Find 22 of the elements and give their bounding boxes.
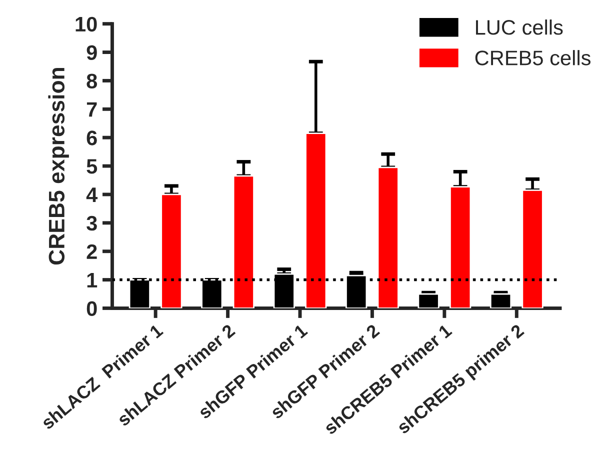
y-tick-label: 0: [86, 301, 97, 316]
y-tick-label: 2: [86, 244, 97, 259]
y-tick-label: 1: [87, 272, 98, 288]
legend-label: CREB5 cells: [475, 50, 590, 66]
y-tick-label: 3: [86, 216, 97, 231]
bar: [490, 293, 512, 308]
bar: [232, 175, 254, 308]
y-tick-label: 4: [86, 188, 98, 202]
y-tick-label: 9: [86, 45, 97, 60]
y-tick-label: 7: [86, 102, 97, 117]
bar: [377, 166, 399, 308]
bar: [160, 194, 182, 308]
bar: [522, 190, 544, 308]
y-tick-label: 6: [86, 130, 97, 146]
bar: [450, 186, 472, 308]
bar: [418, 293, 440, 308]
y-tick-label: 5: [86, 159, 98, 174]
legend-label: LUC cells: [476, 19, 563, 35]
y-axis-title: CREB5 expression: [48, 68, 69, 265]
bar: [305, 132, 327, 308]
y-tick-label: 10: [76, 16, 97, 32]
y-tick-label: 8: [86, 74, 98, 88]
